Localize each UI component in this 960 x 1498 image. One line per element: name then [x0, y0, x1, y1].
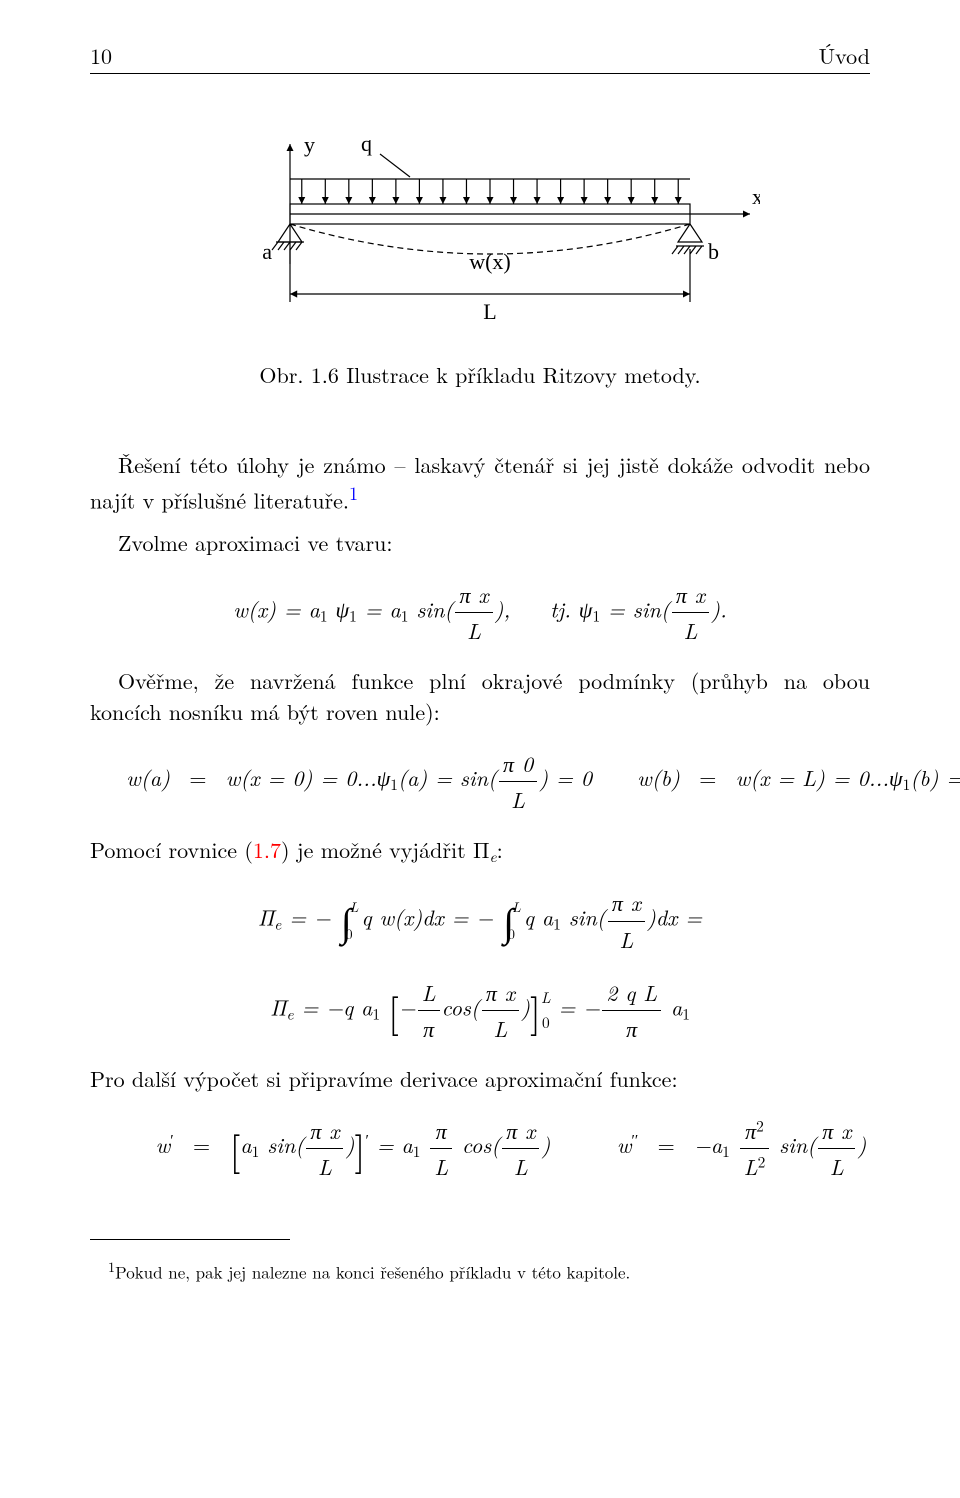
- eq3-pi: Π: [258, 902, 274, 933]
- paragraph-4: Pomocí rovnice (1.7) je možné vyjádřit Π…: [90, 835, 870, 867]
- eq4-c: [380, 991, 388, 1022]
- eq1-cl: ),: [495, 593, 511, 624]
- p4b: ) je možné vyjádřit Π: [281, 834, 489, 865]
- eq4-rd: π: [602, 1011, 661, 1046]
- eq5-sin: sin(: [259, 1129, 304, 1160]
- footnote-rule: [90, 1239, 290, 1240]
- eq5-f1d: L: [430, 1149, 452, 1184]
- eq4-ra: a: [663, 991, 682, 1022]
- eq5-f2n: π: [745, 1115, 756, 1146]
- eq5-w2: w: [617, 1129, 632, 1160]
- eq4-cl: ): [521, 991, 530, 1022]
- eq1-tj: tj. ψ: [550, 593, 592, 624]
- eq5-cl3: ): [857, 1129, 866, 1160]
- eq2-wb-r: w(x = L) = 0...ψ: [736, 762, 903, 793]
- running-head: Úvod: [819, 40, 870, 71]
- eq2-wb: w(b): [600, 760, 680, 795]
- footnote-marker: 1: [349, 480, 358, 506]
- eq2-wb-r2: (b) = sin(: [910, 762, 960, 793]
- equation-bc: w(a) = w(x = 0) = 0...ψ1(a) = sin(π 0L) …: [90, 746, 870, 817]
- eq3-f: )dx =: [647, 902, 702, 933]
- eq1-num: π x: [455, 577, 492, 613]
- equation-approx: w(x) = a1 ψ1 = a1 sin(π xL), tj. ψ1 = si…: [90, 577, 870, 648]
- eq5-f2d: L: [744, 1151, 758, 1182]
- eq3-de: L: [608, 922, 645, 957]
- svg-text:q: q: [361, 131, 372, 156]
- eq1-rhs: = sin(: [600, 593, 670, 624]
- eq1-den: L: [455, 613, 492, 648]
- eq5-w1: w: [156, 1129, 171, 1160]
- eq2-wa-r: w(x = 0) = 0...ψ: [226, 762, 390, 793]
- paragraph-1: Řešení této úlohy je známo – laskavý čte…: [90, 450, 870, 516]
- paragraph-5: Pro další výpočet si připravíme derivace…: [90, 1064, 870, 1095]
- eq5-fd: L: [306, 1149, 343, 1184]
- p4a: Pomocí rovnice (: [90, 834, 253, 865]
- equation-ref-1-7: 1.7: [253, 834, 281, 865]
- svg-text:L: L: [483, 299, 496, 324]
- page-number: 10: [90, 40, 112, 71]
- footnote-text: Pokud ne, pak jej nalezne na konci řešen…: [115, 1260, 630, 1284]
- eq5-neg: −a: [694, 1129, 722, 1160]
- paragraph-2: Zvolme aproximaci ve tvaru:: [90, 528, 870, 559]
- eq1-end: ).: [711, 593, 727, 624]
- eq4-fn: π x: [482, 975, 519, 1011]
- p4c: :: [497, 834, 503, 865]
- svg-text:x: x: [752, 184, 760, 209]
- svg-text:a: a: [262, 239, 272, 264]
- eq1-sin: sin(: [408, 593, 453, 624]
- eq5-f2ds: 2: [758, 1152, 766, 1173]
- eq4-fd: L: [482, 1011, 519, 1046]
- eq5-fn3: π x: [818, 1113, 855, 1149]
- eq5-fd2: L: [502, 1149, 539, 1184]
- eq3-b: = −: [281, 902, 331, 933]
- footnote-1: 1Pokud ne, pak jej nalezne na konci řeše…: [90, 1257, 870, 1284]
- eq4-lt: L: [541, 986, 551, 1011]
- eq2-wa-r2: (a) = sin(: [398, 762, 497, 793]
- eq5-fn: π x: [306, 1113, 343, 1149]
- eq5-cl2: ): [541, 1129, 550, 1160]
- figure-caption: Obr. 1.6 Ilustrace k příkladu Ritzovy me…: [90, 359, 870, 390]
- equation-pi-e-1: Πe = − ∫L0 q w(x)dx = − ∫L0 q a1 sin(π x…: [90, 885, 870, 956]
- eq1-m1: ψ: [328, 593, 350, 624]
- equation-derivatives: w′ = [a1 sin(π xL)]′ = a1 πL cos(π xL) w…: [90, 1113, 870, 1184]
- eq1-den2: L: [672, 613, 709, 648]
- eq4-eq2: = −: [559, 991, 601, 1022]
- eq5-eq2: = a: [369, 1129, 413, 1160]
- para1-text: Řešení této úlohy je známo – laskavý čte…: [90, 449, 870, 515]
- eq4-cos: cos(: [442, 991, 480, 1022]
- eq5-fd3: L: [818, 1149, 855, 1184]
- eq4-cn: L: [418, 975, 440, 1011]
- eq5-f2ns: 2: [756, 1115, 764, 1136]
- eq5-p1: ′: [170, 1130, 173, 1151]
- eq5-pp: ′′: [632, 1130, 639, 1151]
- eq5-cos: cos(: [454, 1129, 500, 1160]
- eq5-fn2: π x: [502, 1113, 539, 1149]
- eq1-m2: = a: [357, 593, 401, 624]
- eq5-sin2: sin(: [771, 1129, 816, 1160]
- equation-pi-e-2: Πe = −q a1 [−Lπcos(π xL)]L0 = −2 q Lπ a1: [90, 975, 870, 1046]
- eq5-cl: ): [345, 1129, 354, 1160]
- paragraph-3: Ověřme, že navržená funkce plní okrajové…: [90, 666, 870, 728]
- eq3-d: q a: [524, 902, 553, 933]
- eq5-f1n: π: [430, 1113, 452, 1149]
- eq4-rn: 2 q L: [602, 975, 661, 1011]
- eq1-lhs: w(x) = a: [233, 593, 320, 624]
- eq2-wa: w(a): [90, 760, 170, 795]
- eq3-n: π x: [608, 885, 645, 921]
- eq4-pi: Π: [270, 991, 286, 1022]
- eq2-wa-e: ) = 0: [539, 762, 592, 793]
- eq3-c: q w(x)dx = −: [361, 902, 493, 933]
- eq3-e: sin(: [561, 902, 606, 933]
- eq4-b: = −q a: [294, 991, 373, 1022]
- eq4-lb: 0: [541, 1011, 551, 1036]
- svg-text:w(x): w(x): [469, 249, 511, 274]
- eq1-num2: π x: [672, 577, 709, 613]
- eq2-wa-n: π 0: [499, 746, 537, 782]
- svg-text:y: y: [304, 132, 315, 157]
- eq5-a: a: [240, 1129, 251, 1160]
- svg-text:b: b: [708, 239, 719, 264]
- eq2-wa-d: L: [499, 782, 537, 817]
- figure-1-6: y x a b q w(x) L: [90, 124, 870, 339]
- eq4-cd: π: [418, 1011, 440, 1046]
